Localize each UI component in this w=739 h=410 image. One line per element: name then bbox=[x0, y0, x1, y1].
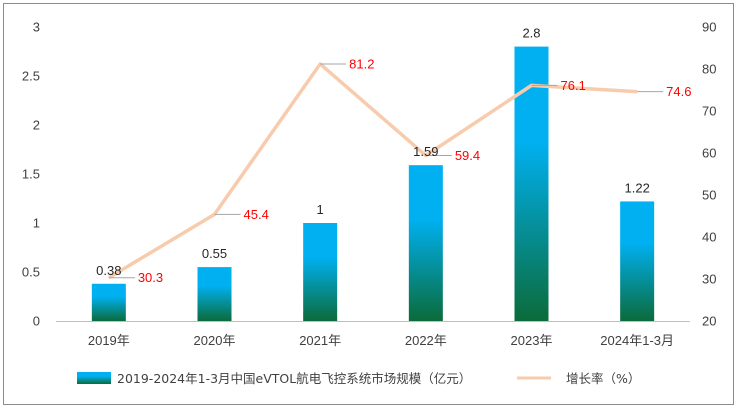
right-axis: 20 30 40 50 60 70 80 90 bbox=[702, 20, 716, 329]
rate-value-label: 74.6 bbox=[666, 84, 691, 99]
x-tick-label: 2019年 bbox=[88, 333, 130, 348]
right-tick-label: 80 bbox=[702, 62, 716, 77]
bar bbox=[620, 201, 655, 321]
bar-value-label: 1.22 bbox=[625, 180, 650, 195]
left-tick-label: 2.5 bbox=[22, 69, 40, 84]
right-tick-label: 50 bbox=[702, 188, 716, 203]
growth-rate-line bbox=[107, 62, 638, 280]
rate-value-label: 76.1 bbox=[561, 78, 586, 93]
rate-value-label: 59.4 bbox=[455, 148, 480, 163]
left-tick-label: 2 bbox=[33, 118, 40, 133]
right-tick-label: 90 bbox=[702, 20, 716, 35]
x-tick-label: 2020年 bbox=[194, 333, 236, 348]
x-tick-label: 2022年 bbox=[405, 333, 447, 348]
left-tick-label: 3 bbox=[33, 20, 40, 35]
bar-value-label: 0.38 bbox=[96, 263, 121, 278]
right-tick-label: 70 bbox=[702, 104, 716, 119]
left-tick-label: 1.5 bbox=[22, 167, 40, 182]
rate-value-label: 30.3 bbox=[138, 270, 163, 285]
bar bbox=[197, 267, 232, 321]
chart-frame: 0 0.5 1 1.5 2 2.5 3 20 30 40 50 60 70 80 90 2019年 2020… bbox=[3, 3, 734, 405]
growth-rate-labels: 30.3 45.4 81.2 59.4 76.1 74.6 bbox=[108, 56, 691, 285]
x-axis: 2019年 2020年 2021年 2022年 2023年 2024年1-3月 bbox=[88, 333, 674, 348]
right-tick-label: 20 bbox=[702, 314, 716, 329]
bar bbox=[303, 223, 338, 321]
x-tick-label: 2024年1-3月 bbox=[600, 333, 674, 348]
right-tick-label: 30 bbox=[702, 272, 716, 287]
bar-value-label: 2.8 bbox=[522, 26, 540, 41]
rate-value-label: 81.2 bbox=[349, 56, 374, 71]
bar-series bbox=[91, 46, 655, 321]
left-tick-label: 1 bbox=[33, 216, 40, 231]
bar-value-label: 1 bbox=[317, 202, 324, 217]
right-tick-label: 40 bbox=[702, 230, 716, 245]
bar-value-label: 0.55 bbox=[202, 246, 227, 261]
combo-chart: 0 0.5 1 1.5 2 2.5 3 20 30 40 50 60 70 80 90 2019年 2020… bbox=[22, 20, 717, 387]
left-tick-label: 0 bbox=[33, 314, 40, 329]
bar bbox=[91, 283, 126, 321]
x-tick-label: 2023年 bbox=[511, 333, 553, 348]
bar-value-labels: 0.38 0.55 1 1.59 2.8 1.22 bbox=[96, 26, 650, 278]
rate-value-label: 45.4 bbox=[244, 207, 269, 222]
left-axis: 0 0.5 1 1.5 2 2.5 3 bbox=[22, 20, 40, 329]
left-tick-label: 0.5 bbox=[22, 265, 40, 280]
x-tick-label: 2021年 bbox=[299, 333, 341, 348]
legend: 2019-2024年1-3月中国eVTOL航电飞控系统市场规模（亿元） 增长率（… bbox=[77, 371, 640, 386]
legend-bar-label: 2019-2024年1-3月中国eVTOL航电飞控系统市场规模（亿元） bbox=[117, 371, 471, 386]
legend-bar-swatch bbox=[77, 372, 111, 384]
legend-line-label: 增长率（%） bbox=[566, 371, 640, 386]
right-tick-label: 60 bbox=[702, 146, 716, 161]
bar-value-label: 1.59 bbox=[413, 144, 438, 159]
bar bbox=[408, 165, 443, 321]
